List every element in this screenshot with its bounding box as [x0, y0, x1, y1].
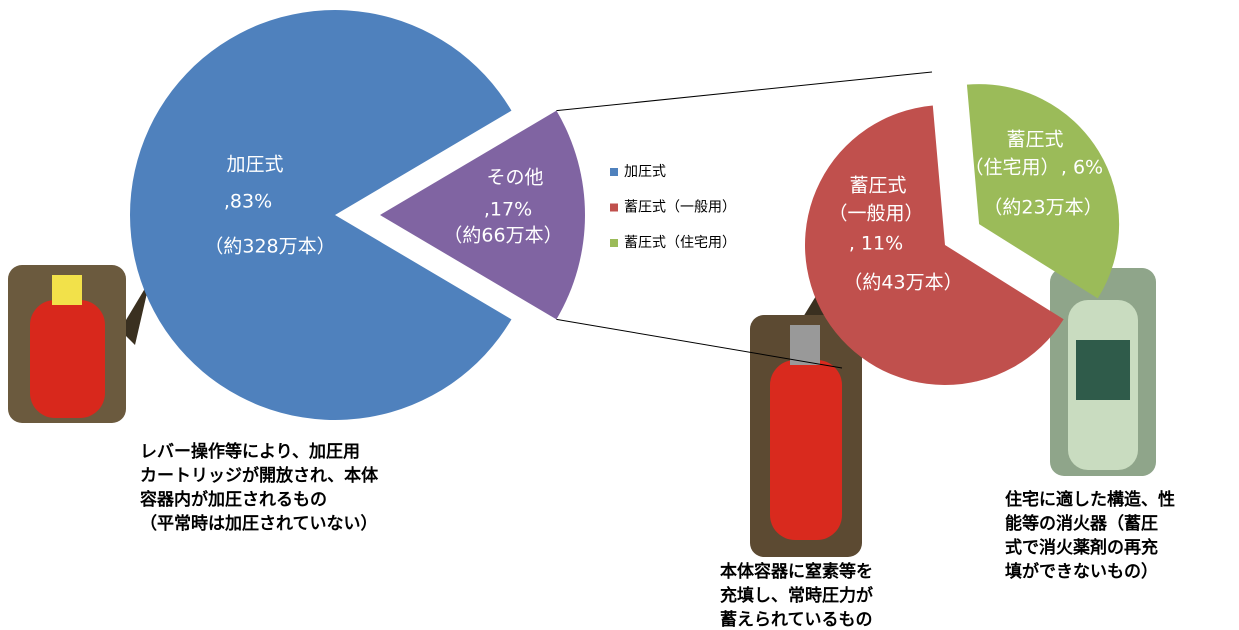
data-label: （住宅用） — [964, 157, 1059, 179]
legend-label: 加圧式 — [624, 164, 666, 180]
caption: 蓄えられているもの — [720, 609, 873, 630]
data-label: （約43万本） — [843, 272, 962, 294]
connector — [556, 71, 933, 112]
pie-slice — [805, 105, 1064, 386]
legend-swatch — [610, 239, 618, 247]
data-label: ,17% — [484, 199, 532, 221]
pie-slice — [129, 9, 512, 420]
caption: 式で消火薬剤の再充 — [1005, 537, 1158, 558]
caption: 住宅に適した構造、性 — [1005, 489, 1175, 510]
photo-pressurized — [8, 265, 150, 423]
caption: 充填し、常時圧力が — [720, 585, 873, 606]
caption: （平常時は加圧されていない） — [140, 513, 378, 534]
data-label: 蓄圧式 — [1006, 129, 1063, 151]
data-label: （一般用） — [828, 203, 923, 225]
data-label: 加圧式 — [226, 154, 283, 176]
data-label: 蓄圧式 — [849, 175, 906, 197]
data-label: （約66万本） — [443, 225, 562, 247]
legend-swatch — [610, 203, 618, 212]
photo-general — [750, 265, 862, 557]
data-label: ,83% — [224, 191, 272, 213]
legend-swatch — [610, 168, 618, 176]
pie-slice — [966, 84, 1120, 299]
caption: 本体容器に窒素等を — [720, 561, 873, 582]
data-label: （約23万本） — [983, 197, 1102, 219]
data-label: （約328万本） — [204, 236, 335, 258]
caption: 容器内が加圧されるもの — [140, 489, 327, 510]
data-label: , 11% — [849, 233, 903, 255]
connector — [556, 318, 843, 369]
pie-slice — [380, 110, 585, 320]
legend-label: 蓄圧式（一般用） — [624, 200, 736, 216]
caption: 能等の消火器（蓄圧 — [1005, 513, 1158, 534]
data-label: , 6% — [1061, 157, 1103, 179]
caption: 填ができないもの） — [1005, 561, 1158, 582]
caption: レバー操作等により、加圧用 — [140, 441, 360, 462]
data-label: その他 — [486, 167, 543, 189]
caption: カートリッジが開放され、本体 — [140, 465, 379, 486]
legend-label: 蓄圧式（住宅用） — [624, 235, 736, 251]
